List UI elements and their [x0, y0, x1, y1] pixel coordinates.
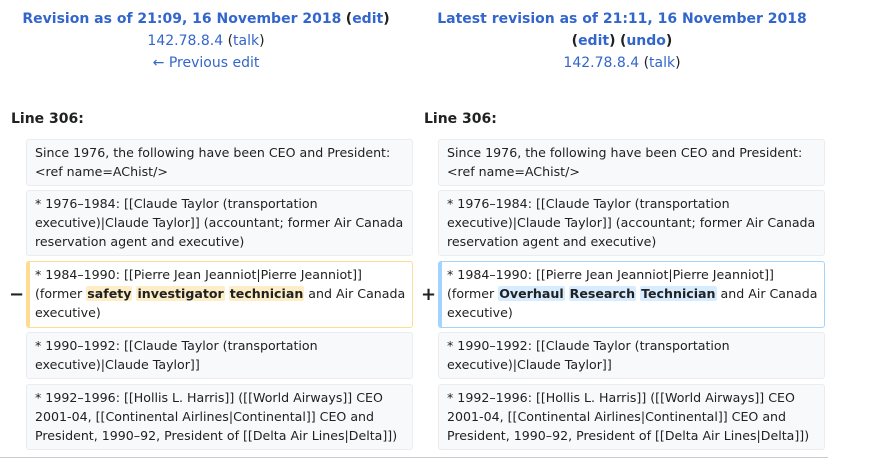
- new-revision-talk-link[interactable]: talk: [649, 55, 676, 71]
- added-line-marker: +: [421, 284, 437, 305]
- new-revision-actions-line: (edit) (undo): [422, 30, 822, 52]
- diff-context-left: * 1992–1996: [[Hollis L. Harris]] ([[Wor…: [26, 384, 413, 450]
- diff-context-left: Since 1976, the following have been CEO …: [26, 139, 413, 186]
- changed-line-suffix: and Air Canada executive): [447, 286, 818, 321]
- diff-context-right: * 1992–1996: [[Hollis L. Harris]] ([[Wor…: [438, 384, 825, 450]
- deleted-word: investigator: [136, 286, 225, 302]
- deleted-word: safety: [86, 286, 133, 302]
- diff-context-right: Since 1976, the following have been CEO …: [438, 139, 825, 186]
- old-revision-edit-link[interactable]: edit: [352, 11, 384, 27]
- paren-open: (: [227, 33, 234, 49]
- previous-edit-link[interactable]: ← Previous edit: [152, 55, 260, 71]
- diff-context-left: * 1976–1984: [[Claude Taylor (transporta…: [26, 190, 413, 256]
- paren-close: ): [259, 33, 265, 49]
- new-revision-title-line: Latest revision as of 21:11, 16 November…: [422, 8, 822, 30]
- new-revision-title-link[interactable]: Latest revision as of 21:11, 16 November…: [437, 11, 807, 27]
- new-revision-user-line: 142.78.8.4 (talk): [422, 52, 822, 74]
- paren-open: (: [571, 33, 579, 49]
- added-word: Technician: [640, 286, 717, 302]
- old-revision-user-line: 142.78.8.4 (talk): [10, 30, 402, 52]
- diff-context-left: * 1990–1992: [[Claude Taylor (transporta…: [26, 332, 413, 379]
- new-revision-user-link[interactable]: 142.78.8.4: [563, 55, 640, 71]
- new-revision-edit-link[interactable]: edit: [578, 33, 610, 49]
- line-number-right: Line 306:: [424, 111, 497, 127]
- divider: [0, 457, 828, 458]
- deleted-word: technician: [228, 286, 305, 302]
- old-revision-title-link[interactable]: Revision as of 21:09, 16 November 2018: [22, 11, 342, 27]
- paren-open: (: [643, 55, 650, 71]
- added-word: Overhaul: [498, 286, 565, 302]
- changed-line-prefix: * 1984–1990: [[Pierre Jean Jeanniot|Pier…: [35, 267, 362, 302]
- paren-close: ): [665, 33, 673, 49]
- diff-context-right: * 1976–1984: [[Claude Taylor (transporta…: [438, 190, 825, 256]
- new-revision-header: Latest revision as of 21:11, 16 November…: [422, 8, 822, 74]
- undo-link[interactable]: undo: [626, 33, 666, 49]
- old-revision-talk-link[interactable]: talk: [233, 33, 260, 49]
- deleted-line-marker: −: [9, 284, 25, 305]
- diff-deleted-line: * 1984–1990: [[Pierre Jean Jeanniot|Pier…: [26, 261, 413, 328]
- added-word: Research: [568, 286, 637, 302]
- previous-edit-line: ← Previous edit: [10, 52, 402, 74]
- old-revision-header: Revision as of 21:09, 16 November 2018 (…: [10, 8, 402, 74]
- changed-line-suffix: and Air Canada executive): [35, 286, 406, 321]
- paren-open: (: [619, 33, 627, 49]
- paren-open: (: [345, 11, 353, 27]
- diff-context-right: * 1990–1992: [[Claude Taylor (transporta…: [438, 332, 825, 379]
- changed-line-prefix: * 1984–1990: [[Pierre Jean Jeanniot|Pier…: [447, 267, 774, 302]
- diff-added-line: * 1984–1990: [[Pierre Jean Jeanniot|Pier…: [438, 261, 825, 328]
- paren-close: ): [383, 11, 390, 27]
- old-revision-title-line: Revision as of 21:09, 16 November 2018 (…: [10, 8, 402, 30]
- paren-close: ): [609, 33, 616, 49]
- line-number-left: Line 306:: [11, 111, 84, 127]
- old-revision-user-link[interactable]: 142.78.8.4: [147, 33, 224, 49]
- paren-close: ): [675, 55, 681, 71]
